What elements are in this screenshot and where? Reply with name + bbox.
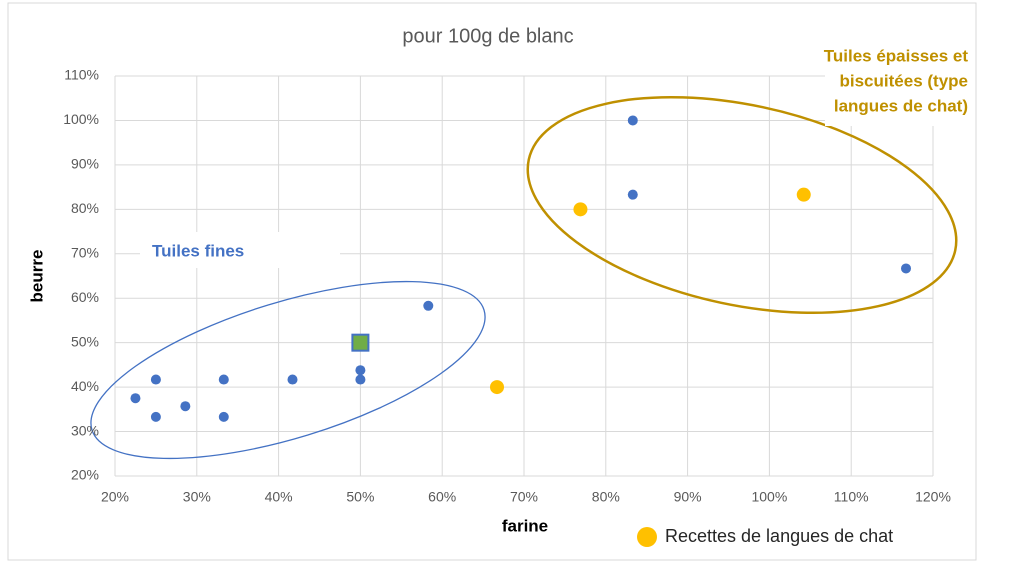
grid bbox=[114, 75, 934, 477]
y-tick-label: 70% bbox=[71, 244, 99, 260]
y-tick-label: 80% bbox=[71, 200, 99, 216]
annotation: Tuiles fines bbox=[152, 241, 244, 260]
legend-label: Recettes de langues de chat bbox=[665, 526, 893, 546]
x-axis-label: farine bbox=[502, 516, 548, 535]
point bbox=[218, 374, 229, 385]
annotation: biscuitées (type bbox=[840, 71, 969, 90]
chart-frame bbox=[7, 2, 977, 561]
point bbox=[796, 187, 811, 202]
x-tick-label: 80% bbox=[592, 489, 620, 505]
point bbox=[150, 411, 161, 422]
point bbox=[355, 365, 366, 376]
point bbox=[218, 411, 229, 422]
point bbox=[901, 263, 912, 274]
y-tick-label: 100% bbox=[63, 111, 99, 127]
point bbox=[627, 189, 638, 200]
point bbox=[130, 393, 141, 404]
x-tick-label: 30% bbox=[183, 489, 211, 505]
point bbox=[180, 401, 191, 412]
label-bg bbox=[825, 38, 975, 126]
group-outline bbox=[90, 280, 486, 460]
y-tick-label: 30% bbox=[71, 422, 99, 438]
x-tick-label: 20% bbox=[101, 489, 129, 505]
x-tick-label: 70% bbox=[510, 489, 538, 505]
y-tick-label: 110% bbox=[64, 67, 99, 83]
annotation: langues de chat) bbox=[834, 96, 968, 115]
point bbox=[351, 333, 370, 352]
point bbox=[287, 374, 298, 385]
x-tick-label: 50% bbox=[346, 489, 374, 505]
label-bg bbox=[140, 232, 340, 268]
y-tick-label: 50% bbox=[71, 333, 99, 349]
point bbox=[355, 374, 366, 385]
point bbox=[423, 300, 434, 311]
point bbox=[573, 202, 588, 217]
y-tick-label: 40% bbox=[71, 378, 99, 394]
x-tick-label: 120% bbox=[915, 489, 951, 505]
chart-title: pour 100g de blanc bbox=[402, 25, 573, 47]
point bbox=[490, 380, 505, 395]
annotation: Tuiles épaisses et bbox=[824, 46, 969, 65]
x-tick-label: 100% bbox=[751, 489, 787, 505]
y-tick-label: 90% bbox=[71, 156, 99, 172]
x-tick-label: 40% bbox=[265, 489, 293, 505]
x-tick-label: 60% bbox=[428, 489, 456, 505]
point bbox=[150, 374, 161, 385]
y-tick-label: 60% bbox=[71, 289, 99, 305]
point bbox=[627, 115, 638, 126]
y-tick-label: 20% bbox=[71, 467, 99, 483]
x-tick-label: 90% bbox=[674, 489, 702, 505]
y-axis-label: beurre bbox=[27, 250, 46, 303]
x-tick-label: 110% bbox=[834, 489, 869, 505]
group-outline bbox=[526, 95, 958, 315]
legend-marker bbox=[637, 527, 657, 547]
